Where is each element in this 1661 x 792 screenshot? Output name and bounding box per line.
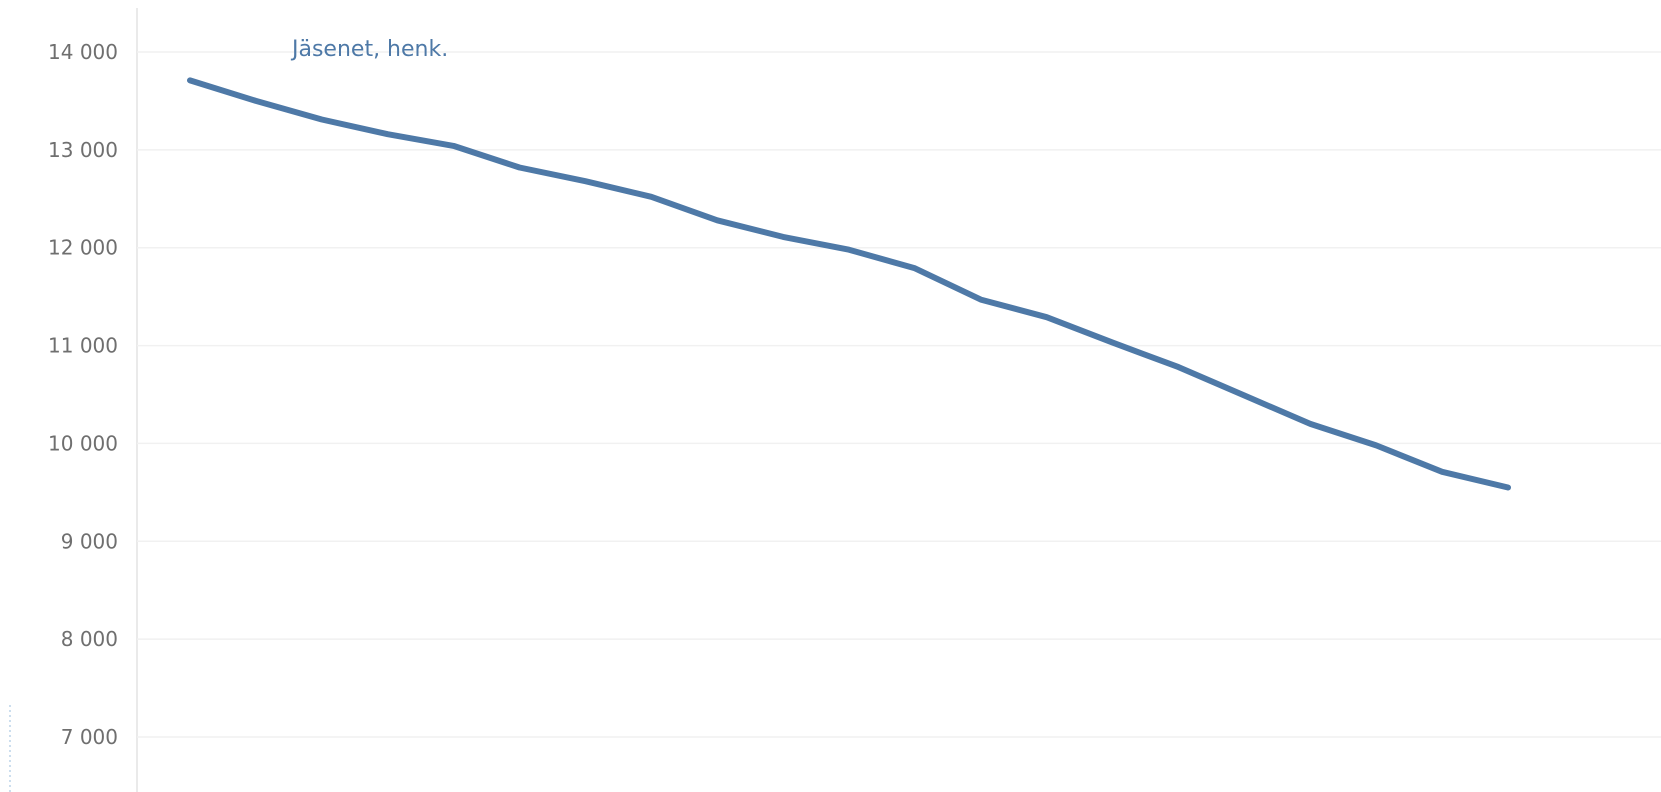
gridlines	[137, 51, 1661, 738]
y-tick-label: 8 000	[61, 627, 118, 651]
y-tick-label: 9 000	[61, 529, 118, 553]
series-name-label: Jäsenet, henk.	[290, 37, 448, 62]
y-tick-label: 11 000	[48, 334, 118, 358]
y-tick-label: 10 000	[48, 431, 118, 455]
y-tick-label: 14 000	[48, 40, 118, 64]
y-tick-label: 12 000	[48, 236, 118, 260]
series-labels: Jäsenet, henk.	[290, 37, 448, 62]
y-axis-ticks: 14 000 13 000 12 000 11 000 10 000 9 000 8 000…	[48, 40, 118, 749]
y-tick-label: 13 000	[48, 138, 118, 162]
series-line	[187, 77, 1511, 491]
y-tick-label: 7 000	[61, 725, 118, 749]
series-lines	[187, 77, 1511, 491]
